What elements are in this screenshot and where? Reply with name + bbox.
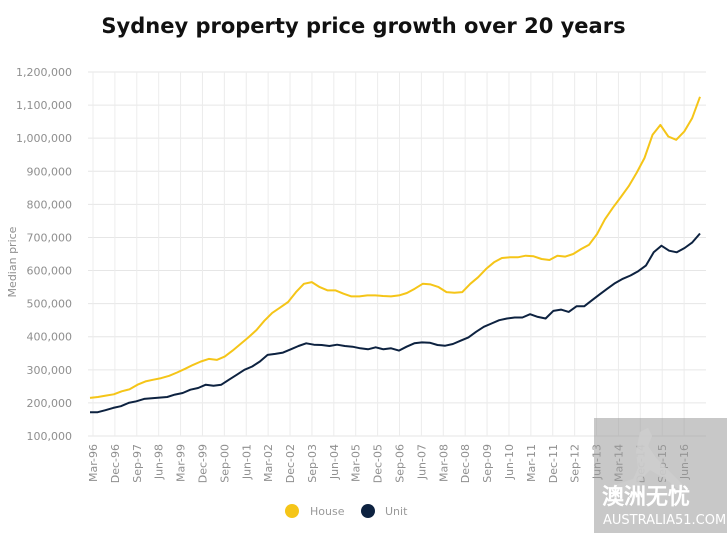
y-tick-label: 100,000 — [27, 430, 73, 443]
watermark-chinese-text: 澳洲无忧 — [602, 484, 690, 510]
x-tick-label: Sep-00 — [218, 444, 231, 483]
gridlines — [88, 71, 706, 437]
series-lines — [89, 96, 701, 414]
x-tick-label: Mar-11 — [525, 444, 538, 482]
y-tick-label: 400,000 — [27, 331, 73, 344]
legend-swatch-house — [285, 504, 299, 518]
x-tick-label: Sep-09 — [481, 444, 494, 483]
y-tick-label: 300,000 — [27, 364, 73, 377]
y-tick-label: 1,000,000 — [16, 132, 72, 145]
x-tick-label: Mar-08 — [437, 444, 450, 482]
legend: House Unit — [285, 504, 408, 518]
x-tick-label: Mar-05 — [350, 444, 363, 482]
watermark: 澳洲无忧 AUSTRALIA51.COM — [594, 418, 727, 533]
legend-item-unit: Unit — [361, 504, 408, 518]
x-tick-label: Mar-96 — [87, 444, 100, 482]
y-tick-label: 900,000 — [27, 165, 73, 178]
watermark-latin-text: AUSTRALIA51.COM — [603, 513, 726, 528]
x-tick-label: Dec-02 — [284, 444, 297, 483]
x-gridlines — [92, 72, 685, 436]
y-axis-label: Median price — [6, 226, 19, 297]
y-tick-label: 1,200,000 — [16, 66, 72, 79]
kangaroo-logo-icon — [612, 428, 686, 494]
x-tick-label: Jun-04 — [328, 444, 341, 480]
y-tick-label: 200,000 — [27, 397, 73, 410]
x-tick-label: Sep-97 — [131, 444, 144, 483]
legend-item-house: House — [285, 504, 345, 518]
series-line-unit — [90, 232, 701, 414]
x-tick-label: Jun-10 — [503, 444, 516, 480]
x-tick-label: Dec-08 — [459, 444, 472, 483]
series-line-house — [89, 96, 701, 399]
y-tick-label: 700,000 — [27, 231, 73, 244]
y-tick-labels: 100,000 200,000 300,000 400,000 500,000 600,0… — [16, 66, 72, 443]
x-tick-label: Sep-06 — [394, 444, 407, 483]
x-tick-label: Dec-05 — [372, 444, 385, 483]
x-tick-label: Sep-03 — [306, 444, 319, 483]
x-tick-label: Mar-02 — [262, 444, 275, 482]
x-tick-label: Jun-98 — [153, 444, 166, 480]
legend-swatch-unit — [361, 504, 375, 518]
y-tick-label: 1,100,000 — [16, 99, 72, 112]
y-tick-label: 800,000 — [27, 198, 73, 211]
y-tick-label: 600,000 — [27, 265, 73, 278]
x-tick-label: Dec-96 — [109, 444, 122, 483]
chart-title: Sydney property price growth over 20 yea… — [101, 14, 626, 38]
x-tick-label: Dec-99 — [196, 444, 209, 483]
y-tick-label: 500,000 — [27, 298, 73, 311]
x-tick-label: Jun-07 — [415, 444, 428, 480]
x-tick-label: Dec-11 — [547, 444, 560, 483]
legend-label-house: House — [310, 505, 345, 518]
x-tick-label: Mar-99 — [175, 444, 188, 482]
x-tick-label: Sep-12 — [569, 444, 582, 483]
x-tick-label: Jun-01 — [240, 444, 253, 480]
legend-label-unit: Unit — [385, 505, 408, 518]
